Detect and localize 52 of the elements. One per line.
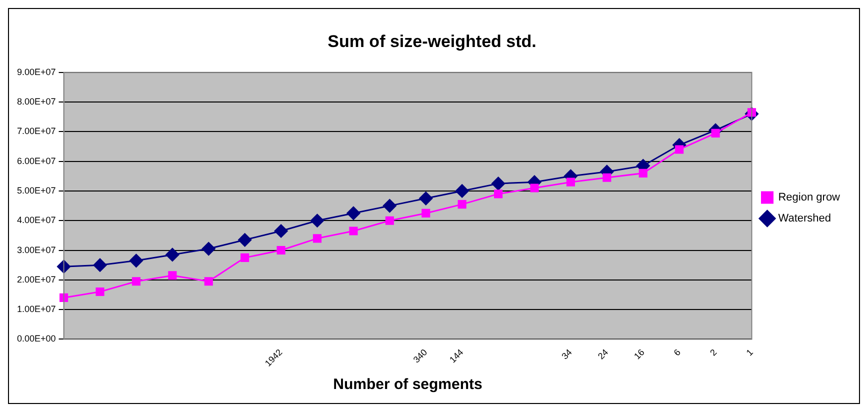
point bbox=[129, 254, 143, 268]
x-tick-label: 144 bbox=[448, 347, 466, 365]
point bbox=[494, 190, 503, 198]
point bbox=[274, 224, 288, 238]
point bbox=[382, 199, 396, 213]
x-tick-label: 34 bbox=[560, 347, 574, 362]
point bbox=[204, 277, 213, 286]
y-tick-label: 5.00E+07 bbox=[16, 185, 56, 196]
point bbox=[711, 128, 720, 138]
x-tick-label: 340 bbox=[411, 347, 430, 365]
point bbox=[93, 258, 107, 272]
point bbox=[675, 145, 684, 154]
x-tick-label: 1 bbox=[744, 347, 755, 358]
y-tick-label: 1.00E+07 bbox=[16, 304, 56, 314]
y-tick-label: 8.00E+07 bbox=[16, 96, 56, 107]
point bbox=[312, 234, 322, 243]
point bbox=[422, 208, 430, 218]
point bbox=[240, 253, 250, 262]
point bbox=[385, 216, 394, 225]
point bbox=[419, 192, 433, 206]
point bbox=[132, 277, 140, 286]
y-tick-label: 9.00E+07 bbox=[16, 66, 56, 77]
x-tick-label: 24 bbox=[596, 347, 610, 362]
point bbox=[530, 184, 539, 192]
point bbox=[310, 214, 324, 228]
legend-label: Region grow bbox=[778, 192, 840, 204]
point bbox=[602, 173, 612, 182]
point bbox=[455, 184, 469, 198]
x-axis-title: Number of segments bbox=[333, 376, 482, 394]
point bbox=[346, 206, 360, 220]
point bbox=[492, 176, 506, 190]
y-tick-label: 6.00E+07 bbox=[16, 156, 56, 166]
x-tick-label: 16 bbox=[632, 347, 646, 362]
legend-label: Watershed bbox=[778, 212, 832, 225]
chart-title: Sum of size-weighted std. bbox=[328, 32, 536, 51]
y-tick-label: 3.00E+07 bbox=[16, 244, 56, 255]
x-tick-label: 2 bbox=[708, 347, 719, 358]
point bbox=[349, 226, 358, 236]
point bbox=[238, 233, 252, 247]
point bbox=[458, 200, 466, 209]
point bbox=[166, 248, 180, 262]
y-tick-label: 2.00E+07 bbox=[16, 274, 56, 284]
y-tick-label: 4.00E+07 bbox=[16, 215, 56, 226]
point bbox=[168, 271, 177, 280]
point bbox=[96, 287, 104, 296]
y-tick-label: 7.00E+07 bbox=[16, 126, 56, 136]
point bbox=[202, 242, 216, 256]
point bbox=[638, 168, 648, 178]
x-tick-label: 6 bbox=[672, 347, 682, 358]
y-tick-label: 0.00E+00 bbox=[16, 334, 56, 344]
point bbox=[276, 246, 286, 255]
point bbox=[566, 178, 575, 186]
